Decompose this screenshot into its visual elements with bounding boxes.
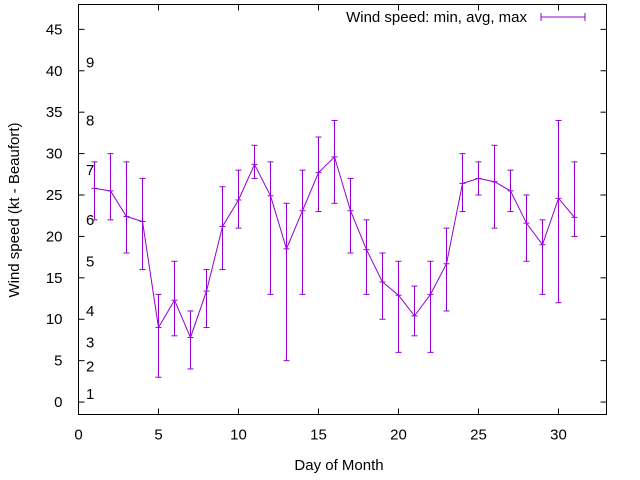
axis-ticks	[78, 4, 607, 415]
y-tick-label: 0	[54, 394, 62, 411]
legend-label: Wind speed: min, avg, max	[346, 9, 527, 26]
y-tick-label: 5	[54, 353, 62, 370]
x-tick-label: 30	[550, 427, 567, 444]
y-tick-label: 35	[46, 104, 63, 121]
error-bars	[91, 119, 578, 378]
beaufort-label: 4	[86, 303, 94, 320]
avg-series-line	[94, 155, 575, 339]
y-tick-label: 45	[46, 21, 63, 38]
x-axis-label: Day of Month	[294, 457, 383, 474]
beaufort-label: 7	[86, 162, 94, 179]
beaufort-label: 6	[86, 212, 94, 229]
beaufort-label: 2	[86, 358, 94, 375]
beaufort-label: 8	[86, 112, 94, 129]
beaufort-label: 3	[86, 334, 94, 351]
y-tick-label: 40	[46, 63, 63, 80]
x-tick-label: 5	[154, 427, 162, 444]
y-tick-label: 30	[46, 146, 63, 163]
x-tick-label: 20	[390, 427, 407, 444]
beaufort-label: 5	[86, 253, 94, 270]
legend: Wind speed: min, avg, max	[346, 9, 586, 26]
y-tick-label: 15	[46, 270, 63, 287]
beaufort-scale-labels: 1 2 3 4 5 6 7 8 9	[86, 54, 94, 402]
x-tick-label: 25	[470, 427, 487, 444]
y-tick-label: 25	[46, 187, 63, 204]
x-tick-label: 10	[230, 427, 247, 444]
beaufort-label: 9	[86, 54, 94, 71]
y-tick-label: 10	[46, 311, 63, 328]
plot-frame	[78, 4, 607, 415]
x-tick-label: 0	[74, 427, 82, 444]
y-axis-label: Wind speed (kt - Beaufort)	[6, 122, 23, 297]
beaufort-label: 1	[86, 386, 94, 403]
y-tick-label: 20	[46, 228, 63, 245]
x-tick-label: 15	[310, 427, 327, 444]
